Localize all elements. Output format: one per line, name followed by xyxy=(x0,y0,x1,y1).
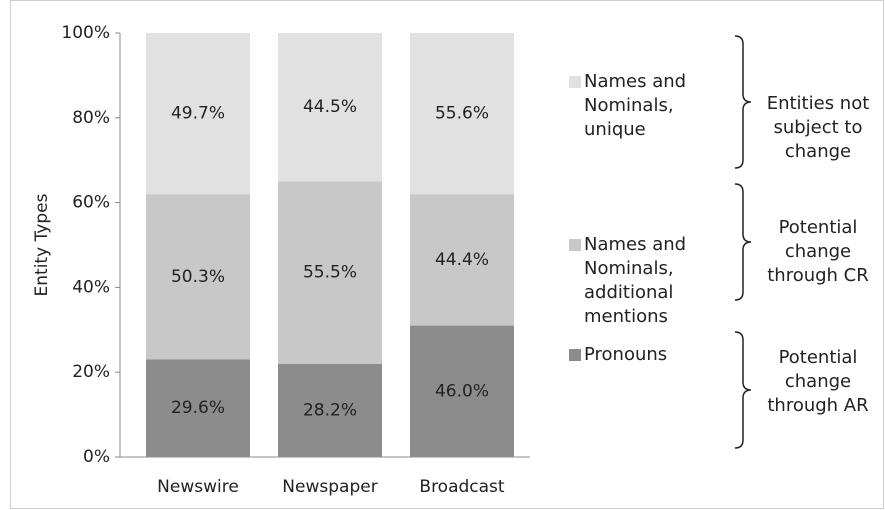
data-label: 50.3% xyxy=(171,267,225,287)
bar-segment xyxy=(410,194,514,326)
y-tick-label: 0% xyxy=(83,447,110,467)
braces xyxy=(734,35,752,449)
brace xyxy=(734,183,752,301)
y-tick-label: 40% xyxy=(72,277,110,297)
bar-segment xyxy=(278,363,382,457)
brace xyxy=(734,331,752,449)
data-label: 44.5% xyxy=(303,97,357,117)
legend-swatch xyxy=(569,349,581,361)
data-label: 29.6% xyxy=(171,398,225,418)
x-tick-label: Newspaper xyxy=(282,477,377,497)
annotation: Entities not subject to change xyxy=(766,93,870,162)
legend-swatch xyxy=(569,239,581,251)
data-label: 49.7% xyxy=(171,104,225,124)
x-tick-label: Newswire xyxy=(157,477,239,497)
y-tick-label: 100% xyxy=(61,23,110,43)
bar-segment xyxy=(146,194,250,360)
y-tick-label: 60% xyxy=(72,193,110,213)
legend-label: Names and Nominals, additional mentions xyxy=(584,234,687,327)
data-label: 46.0% xyxy=(435,381,489,401)
data-label: 55.6% xyxy=(435,104,489,124)
data-label: 28.2% xyxy=(303,400,357,420)
legend-label: Names and Nominals, unique xyxy=(584,71,687,140)
bar-segment xyxy=(146,359,250,457)
data-label: 44.4% xyxy=(435,250,489,270)
brace xyxy=(734,35,752,169)
chart-border xyxy=(10,0,884,509)
bar-segment xyxy=(278,33,382,182)
annotation: Potential change through AR xyxy=(767,347,869,416)
bar-segment xyxy=(410,325,514,457)
y-tick-label: 20% xyxy=(72,362,110,382)
y-axis-title: Entity Types xyxy=(32,193,52,296)
legend-label: Pronouns xyxy=(584,344,668,365)
data-label: 55.5% xyxy=(303,263,357,283)
bar-segment xyxy=(146,33,250,195)
bar-segment xyxy=(278,181,382,364)
bar-segment xyxy=(410,33,514,195)
legend-swatch xyxy=(569,76,581,88)
annotation: Potential change through CR xyxy=(767,217,869,286)
y-tick-label: 80% xyxy=(72,108,110,128)
x-tick-label: Broadcast xyxy=(419,477,505,497)
